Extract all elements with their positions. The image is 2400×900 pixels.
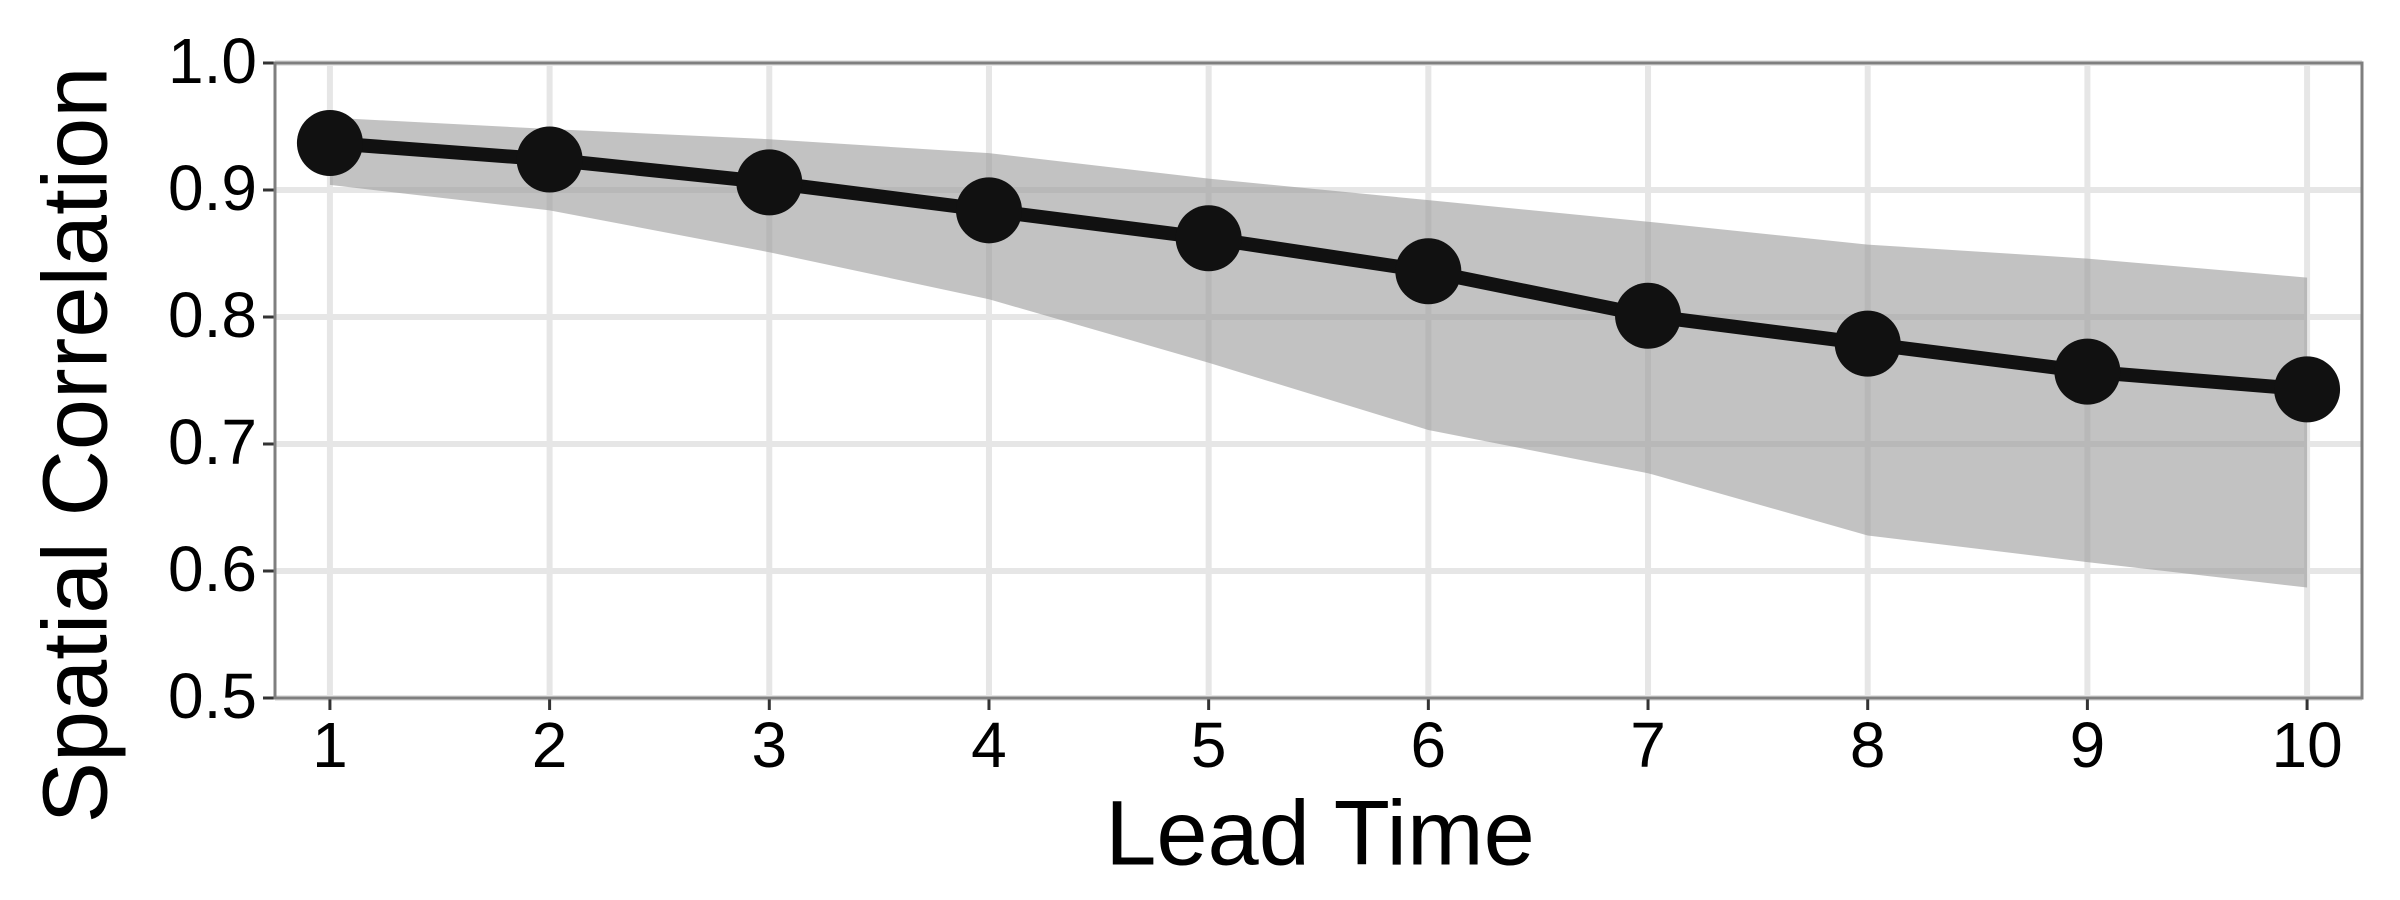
x-axis-title: Lead Time <box>1105 782 1535 884</box>
point <box>296 110 363 177</box>
y-tick-label: 0.7 <box>168 406 257 478</box>
line <box>329 136 2308 397</box>
x-tick-label: 8 <box>1850 709 1886 781</box>
point <box>1395 238 1462 305</box>
y-tick-label: 0.8 <box>168 279 257 351</box>
x-tick-label: 4 <box>971 709 1007 781</box>
point <box>1175 205 1242 272</box>
x-tick-label: 10 <box>2271 709 2342 781</box>
y-tick-label: 0.9 <box>168 152 257 224</box>
point <box>736 149 803 216</box>
x-tick-label: 1 <box>312 709 348 781</box>
x-tick-label: 2 <box>532 709 568 781</box>
point <box>2274 356 2341 423</box>
point <box>1615 282 1682 349</box>
x-tick-label: 7 <box>1630 709 1666 781</box>
point <box>1834 310 1901 377</box>
y-tick-label: 1.0 <box>168 25 257 97</box>
plot-border <box>273 61 2364 700</box>
x-tick-label: 5 <box>1191 709 1227 781</box>
point <box>2054 338 2121 405</box>
x-tick-label: 6 <box>1411 709 1447 781</box>
confidence-band <box>329 117 2308 588</box>
y-axis-title: Spatial Correlation <box>24 67 126 824</box>
point <box>955 177 1022 244</box>
y-tick-label: 0.6 <box>168 533 257 605</box>
point <box>516 126 583 193</box>
y-tick-label: 0.5 <box>168 660 257 732</box>
x-tick-label: 9 <box>2070 709 2106 781</box>
x-tick-label: 3 <box>751 709 787 781</box>
